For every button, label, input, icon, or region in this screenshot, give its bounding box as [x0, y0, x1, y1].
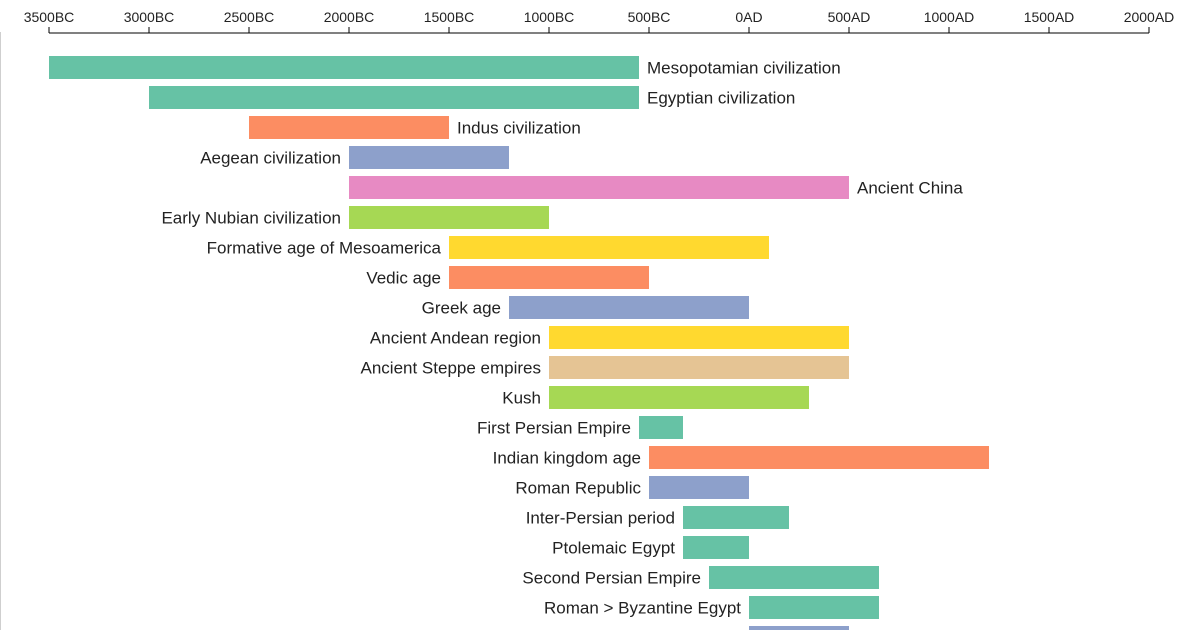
- timeline-bar: [649, 476, 749, 499]
- bar-label: Aegean civilization: [200, 149, 341, 168]
- timeline-bar: [549, 356, 849, 379]
- bar-label: Egyptian civilization: [647, 89, 795, 108]
- x-tick-label: 1500BC: [424, 9, 475, 25]
- x-tick-label: 2500BC: [224, 9, 275, 25]
- bar-label: Mesopotamian civilization: [647, 59, 841, 78]
- bar-label: Ptolemaic Egypt: [552, 539, 675, 558]
- timeline-bar: [649, 446, 989, 469]
- x-tick-label: 2000BC: [324, 9, 375, 25]
- bar-label: Indus civilization: [457, 119, 581, 138]
- bar-label: Second Persian Empire: [522, 569, 701, 588]
- x-axis: 3500BC 3000BC 2500BC 2000BC 1500BC 1000BC 500B…: [24, 9, 1175, 34]
- timeline-bar: [249, 116, 449, 139]
- timeline-bar: [749, 596, 879, 619]
- bar-label: Ancient Andean region: [370, 329, 541, 348]
- x-tick-label: 1000BC: [524, 9, 575, 25]
- timeline-bar: [449, 266, 649, 289]
- timeline-bar: [549, 326, 849, 349]
- bar-label: Kush: [502, 389, 541, 408]
- x-tick-label: 1000AD: [924, 9, 975, 25]
- timeline-bar: [709, 566, 879, 589]
- timeline-bar: [549, 386, 809, 409]
- timeline-bar: [149, 86, 639, 109]
- bar-label: First Persian Empire: [477, 419, 631, 438]
- bar-label: Vedic age: [366, 269, 441, 288]
- x-tick-label: 500AD: [828, 9, 871, 25]
- bar-label: Inter-Persian period: [526, 509, 675, 528]
- bar-label: Roman Republic: [515, 479, 641, 498]
- bar-label: Formative age of Mesoamerica: [207, 239, 442, 258]
- timeline-bar: [683, 506, 789, 529]
- timeline-bar: [349, 206, 549, 229]
- timeline-bar: [509, 296, 749, 319]
- timeline-bar: [349, 146, 509, 169]
- bar-label: Ancient China: [857, 179, 963, 198]
- bars-group: Mesopotamian civilization Egyptian civili…: [49, 56, 989, 630]
- bar-label: Early Nubian civilization: [161, 209, 341, 228]
- x-tick-label: 0AD: [735, 9, 762, 25]
- bar-label: Greek age: [422, 299, 501, 318]
- x-tick-label: 500BC: [628, 9, 671, 25]
- timeline-bar: [349, 176, 849, 199]
- timeline-bar: [449, 236, 769, 259]
- x-tick-label: 2000AD: [1124, 9, 1175, 25]
- left-rule: [0, 32, 1, 630]
- timeline-bar: [49, 56, 639, 79]
- bar-label: Ancient Steppe empires: [361, 359, 542, 378]
- x-tick-label: 3500BC: [24, 9, 75, 25]
- x-tick-label: 1500AD: [1024, 9, 1075, 25]
- timeline-bar: [749, 626, 849, 630]
- x-tick-label: 3000BC: [124, 9, 175, 25]
- timeline-bar: [639, 416, 683, 439]
- bar-label: Roman > Byzantine Egypt: [544, 599, 741, 618]
- bar-label: Indian kingdom age: [493, 449, 641, 468]
- timeline-bar: [683, 536, 749, 559]
